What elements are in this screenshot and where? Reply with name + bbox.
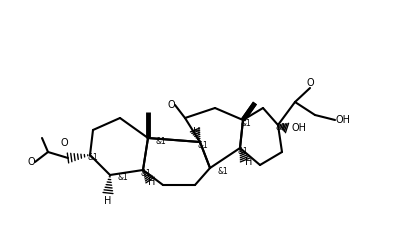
Text: O: O bbox=[306, 78, 314, 88]
Text: H: H bbox=[245, 157, 253, 167]
Text: H: H bbox=[148, 177, 156, 187]
Text: &1: &1 bbox=[118, 174, 129, 183]
Text: O: O bbox=[27, 157, 35, 167]
Text: &1: &1 bbox=[218, 167, 229, 175]
Text: OH: OH bbox=[335, 115, 350, 125]
Text: O: O bbox=[60, 138, 68, 148]
Text: O: O bbox=[167, 100, 175, 110]
Text: &1: &1 bbox=[275, 124, 286, 133]
Text: &1: &1 bbox=[237, 147, 248, 155]
Text: OH: OH bbox=[292, 123, 307, 133]
Text: &1: &1 bbox=[140, 169, 151, 178]
Text: &1: &1 bbox=[156, 137, 167, 145]
Text: &1: &1 bbox=[197, 140, 208, 149]
Text: H: H bbox=[193, 127, 201, 137]
Text: &1: &1 bbox=[87, 154, 98, 163]
Text: H: H bbox=[104, 196, 112, 206]
Text: &1: &1 bbox=[240, 119, 251, 128]
